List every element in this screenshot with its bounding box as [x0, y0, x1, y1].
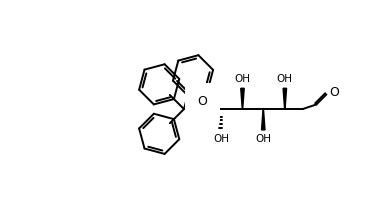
Text: OH: OH	[255, 134, 271, 144]
Text: O: O	[198, 95, 207, 108]
Polygon shape	[261, 109, 265, 130]
Polygon shape	[241, 88, 244, 109]
Text: OH: OH	[234, 75, 250, 84]
Polygon shape	[283, 88, 287, 109]
Text: OH: OH	[277, 75, 293, 84]
Text: OH: OH	[213, 134, 229, 144]
Text: O: O	[330, 86, 339, 99]
